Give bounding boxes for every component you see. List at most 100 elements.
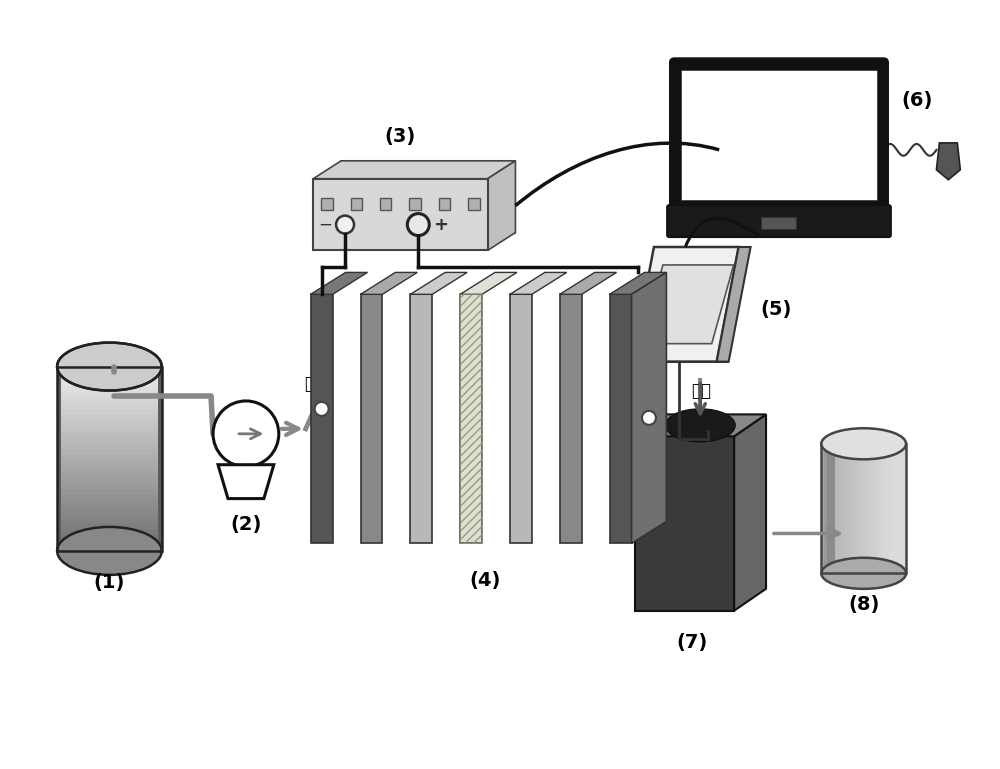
- Bar: [635, 436, 734, 611]
- Bar: [125, 367, 128, 551]
- Bar: [136, 367, 138, 551]
- Polygon shape: [361, 272, 417, 295]
- Bar: [61, 397, 158, 403]
- Bar: [821, 444, 824, 574]
- Polygon shape: [460, 272, 517, 295]
- Bar: [821, 444, 906, 574]
- Bar: [138, 367, 141, 551]
- Polygon shape: [610, 272, 666, 295]
- Bar: [68, 367, 70, 551]
- Text: (4): (4): [469, 571, 501, 591]
- Circle shape: [407, 214, 429, 235]
- Bar: [830, 444, 833, 574]
- Text: (2): (2): [230, 514, 262, 534]
- Bar: [109, 367, 112, 551]
- Bar: [62, 367, 65, 551]
- Bar: [61, 511, 158, 518]
- Bar: [133, 367, 136, 551]
- Ellipse shape: [57, 343, 162, 391]
- Bar: [122, 367, 125, 551]
- Bar: [104, 367, 107, 551]
- Polygon shape: [635, 414, 766, 436]
- Bar: [70, 367, 73, 551]
- Ellipse shape: [57, 527, 162, 575]
- Bar: [510, 295, 532, 544]
- Bar: [61, 443, 158, 449]
- Text: 进水: 进水: [304, 375, 324, 393]
- Bar: [141, 367, 144, 551]
- Bar: [460, 295, 482, 544]
- Text: (7): (7): [677, 633, 708, 651]
- Bar: [73, 367, 76, 551]
- Bar: [861, 444, 864, 574]
- Bar: [869, 444, 872, 574]
- Bar: [128, 367, 131, 551]
- Bar: [380, 198, 391, 210]
- Bar: [468, 198, 480, 210]
- Polygon shape: [313, 161, 515, 178]
- Bar: [117, 367, 120, 551]
- Bar: [57, 367, 162, 551]
- Bar: [61, 517, 158, 523]
- Bar: [900, 444, 903, 574]
- Polygon shape: [510, 272, 567, 295]
- Bar: [61, 375, 158, 380]
- Bar: [61, 431, 158, 438]
- Polygon shape: [410, 272, 467, 295]
- Text: (3): (3): [385, 127, 416, 146]
- Bar: [102, 367, 104, 551]
- Bar: [844, 444, 847, 574]
- Bar: [833, 444, 836, 574]
- Bar: [81, 367, 83, 551]
- Bar: [61, 534, 158, 540]
- Circle shape: [336, 215, 354, 234]
- Bar: [898, 444, 901, 574]
- Bar: [855, 444, 858, 574]
- Bar: [61, 408, 158, 414]
- Bar: [681, 70, 877, 200]
- Polygon shape: [734, 414, 766, 611]
- Bar: [824, 444, 827, 574]
- Bar: [61, 483, 158, 489]
- Bar: [410, 295, 432, 544]
- Bar: [61, 386, 158, 391]
- Text: −: −: [318, 215, 332, 234]
- Bar: [61, 414, 158, 420]
- Bar: [895, 444, 898, 574]
- Bar: [143, 367, 146, 551]
- Bar: [361, 295, 382, 544]
- Bar: [883, 444, 886, 574]
- Bar: [847, 444, 850, 574]
- Polygon shape: [488, 161, 515, 251]
- FancyBboxPatch shape: [667, 205, 891, 237]
- Bar: [57, 367, 162, 551]
- Bar: [850, 444, 853, 574]
- Bar: [858, 444, 861, 574]
- Bar: [852, 444, 855, 574]
- Bar: [61, 466, 158, 471]
- Text: 出水: 出水: [691, 382, 711, 400]
- Text: (6): (6): [902, 91, 933, 109]
- Bar: [91, 367, 94, 551]
- Bar: [94, 367, 97, 551]
- Bar: [889, 444, 892, 574]
- Bar: [159, 367, 162, 551]
- Bar: [311, 295, 333, 544]
- Polygon shape: [560, 272, 617, 295]
- Bar: [112, 367, 115, 551]
- Bar: [61, 528, 158, 534]
- Polygon shape: [341, 161, 515, 232]
- Bar: [61, 454, 158, 460]
- Polygon shape: [632, 247, 739, 361]
- Bar: [156, 367, 159, 551]
- Bar: [61, 460, 158, 466]
- Ellipse shape: [821, 558, 906, 589]
- Bar: [460, 295, 482, 544]
- Bar: [875, 444, 878, 574]
- Ellipse shape: [821, 428, 906, 459]
- Bar: [903, 444, 906, 574]
- Bar: [61, 448, 158, 454]
- Bar: [61, 380, 158, 386]
- Bar: [61, 540, 158, 546]
- Bar: [61, 477, 158, 483]
